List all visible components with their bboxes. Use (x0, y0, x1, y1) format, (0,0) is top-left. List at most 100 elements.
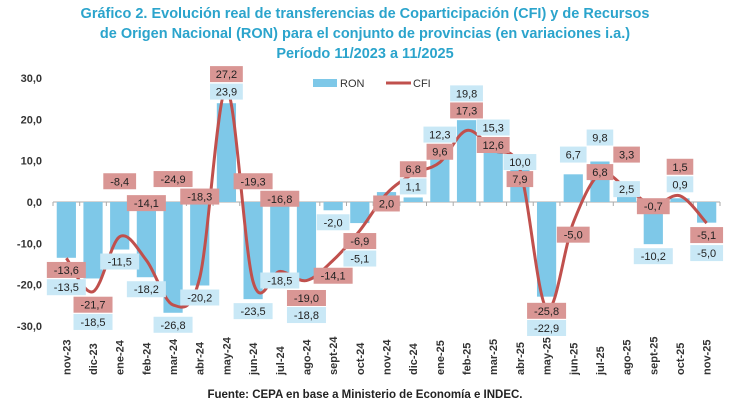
label-cfi-sept-25-text: -0,7 (644, 201, 663, 213)
label-cfi-nov-25: -5,1 (690, 227, 724, 244)
label-cfi-sept-25-bg (636, 198, 670, 215)
label-cfi-nov-25-bg (690, 227, 724, 244)
label-cfi-oct-24-text: -6,9 (350, 236, 369, 248)
label-ron-ago-24: -18,8 (286, 307, 326, 324)
bar-ron-ago-24 (296, 202, 317, 280)
label-ron-jul-25-text: 9,8 (592, 133, 607, 145)
bar-ron-ene-24 (110, 202, 130, 250)
label-cfi-may-24-bg (210, 66, 243, 83)
bar-ron-abr-24 (190, 202, 210, 286)
label-ron-mar-24-bg (153, 316, 193, 333)
label-cfi-jul-24-bg (260, 190, 300, 207)
title-line-2: de Origen Nacional (RON) para el conjunt… (99, 26, 631, 42)
label-ron-nov-23-bg (46, 279, 86, 296)
label-cfi-oct-24-bg (343, 233, 377, 250)
label-ron-dic-24: 1,1 (399, 178, 427, 195)
label-cfi-ago-24-bg (286, 289, 326, 306)
bar-ron-mar-24 (163, 202, 183, 313)
y-tick-label: 10,0 (21, 156, 42, 168)
label-cfi-feb-25-text: 17,3 (456, 105, 477, 117)
label-ron-oct-24: -5,1 (343, 250, 377, 267)
label-cfi-mar-24-bg (153, 171, 193, 188)
label-ron-dic-23-bg (73, 313, 113, 330)
label-cfi-ago-25-bg (613, 146, 640, 163)
label-ron-ago-24-bg (286, 307, 326, 324)
x-tick-label: oct-25 (675, 343, 687, 375)
label-cfi-ene-24: -8,4 (103, 173, 137, 190)
label-ron-ago-25-bg (613, 181, 640, 198)
label-ron-mar-25: 15,3 (476, 119, 510, 136)
label-ron-jul-24-bg (260, 272, 300, 289)
label-ron-abr-25-bg (503, 154, 537, 171)
label-cfi-jun-25-bg (556, 226, 590, 243)
y-tick-label: 20,0 (21, 114, 42, 126)
label-cfi-jul-24: -16,8 (260, 190, 300, 207)
legend-ron-swatch (313, 79, 337, 87)
label-cfi-feb-25: 17,3 (450, 102, 483, 119)
label-cfi-may-25-bg (527, 302, 567, 319)
bar-ron-feb-24 (136, 202, 156, 278)
label-cfi-oct-25-text: 1,5 (672, 162, 687, 174)
label-cfi-abr-24-text: -18,3 (187, 192, 212, 204)
bar-ron-dic-24 (403, 197, 423, 202)
label-cfi-abr-25: 7,9 (506, 171, 534, 188)
label-cfi-may-24-text: 27,2 (216, 69, 237, 81)
label-cfi-abr-24-bg (180, 188, 220, 205)
label-ron-feb-25-bg (450, 85, 483, 102)
label-cfi-jun-24: -19,3 (233, 173, 273, 190)
bar-ron-jun-25 (563, 174, 583, 202)
label-cfi-mar-25: 12,6 (476, 136, 510, 153)
label-ron-jun-24-text: -23,5 (241, 306, 266, 318)
x-tick-label: abr-25 (515, 342, 527, 375)
legend-ron-label: RON (340, 78, 365, 90)
x-tick-label: may-25 (542, 337, 554, 375)
label-ron-ene-25-text: 12,3 (429, 130, 450, 142)
label-ron-ago-25: 2,5 (613, 181, 640, 198)
label-ron-nov-23-text: -13,5 (54, 282, 79, 294)
label-ron-jul-25-bg (586, 129, 614, 146)
label-cfi-feb-24-bg (126, 195, 166, 212)
label-cfi-dic-24: 6,8 (399, 161, 427, 178)
label-ron-mar-25-bg (476, 119, 510, 136)
label-ron-feb-25: 19,8 (450, 85, 483, 102)
label-cfi-nov-24: 2,0 (373, 195, 400, 212)
label-ron-ene-25-bg (423, 126, 457, 143)
label-ron-may-25-text: -22,9 (534, 323, 559, 335)
label-cfi-mar-24: -24,9 (153, 171, 193, 188)
label-cfi-may-24: 27,2 (210, 66, 243, 83)
label-cfi-ago-24-text: -19,0 (294, 293, 319, 305)
label-ron-feb-25-text: 19,8 (456, 88, 477, 100)
label-ron-ago-24-text: -18,8 (294, 310, 319, 322)
label-ron-jun-25-bg (559, 146, 587, 163)
label-ron-sept-25-bg (633, 248, 673, 265)
label-ron-may-24: 23,9 (210, 83, 243, 100)
title-line-3: Período 11/2023 a 11/2025 (276, 46, 454, 62)
label-cfi-may-25: -25,8 (527, 302, 567, 319)
label-cfi-nov-24-text: 2,0 (379, 198, 394, 210)
x-tick-label: feb-24 (141, 342, 153, 375)
label-ron-ago-25-text: 2,5 (619, 184, 634, 196)
label-ron-jul-24-text: -18,5 (267, 275, 292, 287)
label-ron-sept-25-text: -10,2 (641, 251, 666, 263)
label-cfi-abr-24: -18,3 (180, 188, 220, 205)
bar-ron-may-24 (216, 103, 237, 202)
x-tick-label: dic-24 (408, 342, 420, 375)
label-cfi-jun-25-text: -5,0 (564, 230, 583, 242)
label-ron-abr-25-text: 10,0 (509, 157, 530, 169)
label-ron-jun-24-bg (233, 303, 273, 320)
label-cfi-sept-25: -0,7 (636, 198, 670, 215)
bar-ron-feb-25 (456, 120, 477, 202)
source-note: Fuente: CEPA en base a Ministerio de Eco… (207, 389, 523, 401)
x-tick-label: nov-23 (61, 340, 73, 375)
label-cfi-feb-24: -14,1 (126, 195, 166, 212)
label-cfi-jun-24-text: -19,3 (241, 176, 266, 188)
label-ron-oct-24-bg (343, 250, 377, 267)
x-tick-label: ago-25 (622, 340, 634, 375)
x-tick-label: may-24 (221, 336, 233, 375)
label-cfi-dic-23-text: -21,7 (80, 300, 105, 312)
x-tick-label: nov-24 (382, 339, 394, 375)
label-ron-nov-23: -13,5 (46, 279, 86, 296)
label-cfi-feb-24-text: -14,1 (134, 198, 159, 210)
x-tick-label: ene-24 (115, 339, 127, 375)
label-ron-nov-25: -5,0 (690, 245, 724, 262)
